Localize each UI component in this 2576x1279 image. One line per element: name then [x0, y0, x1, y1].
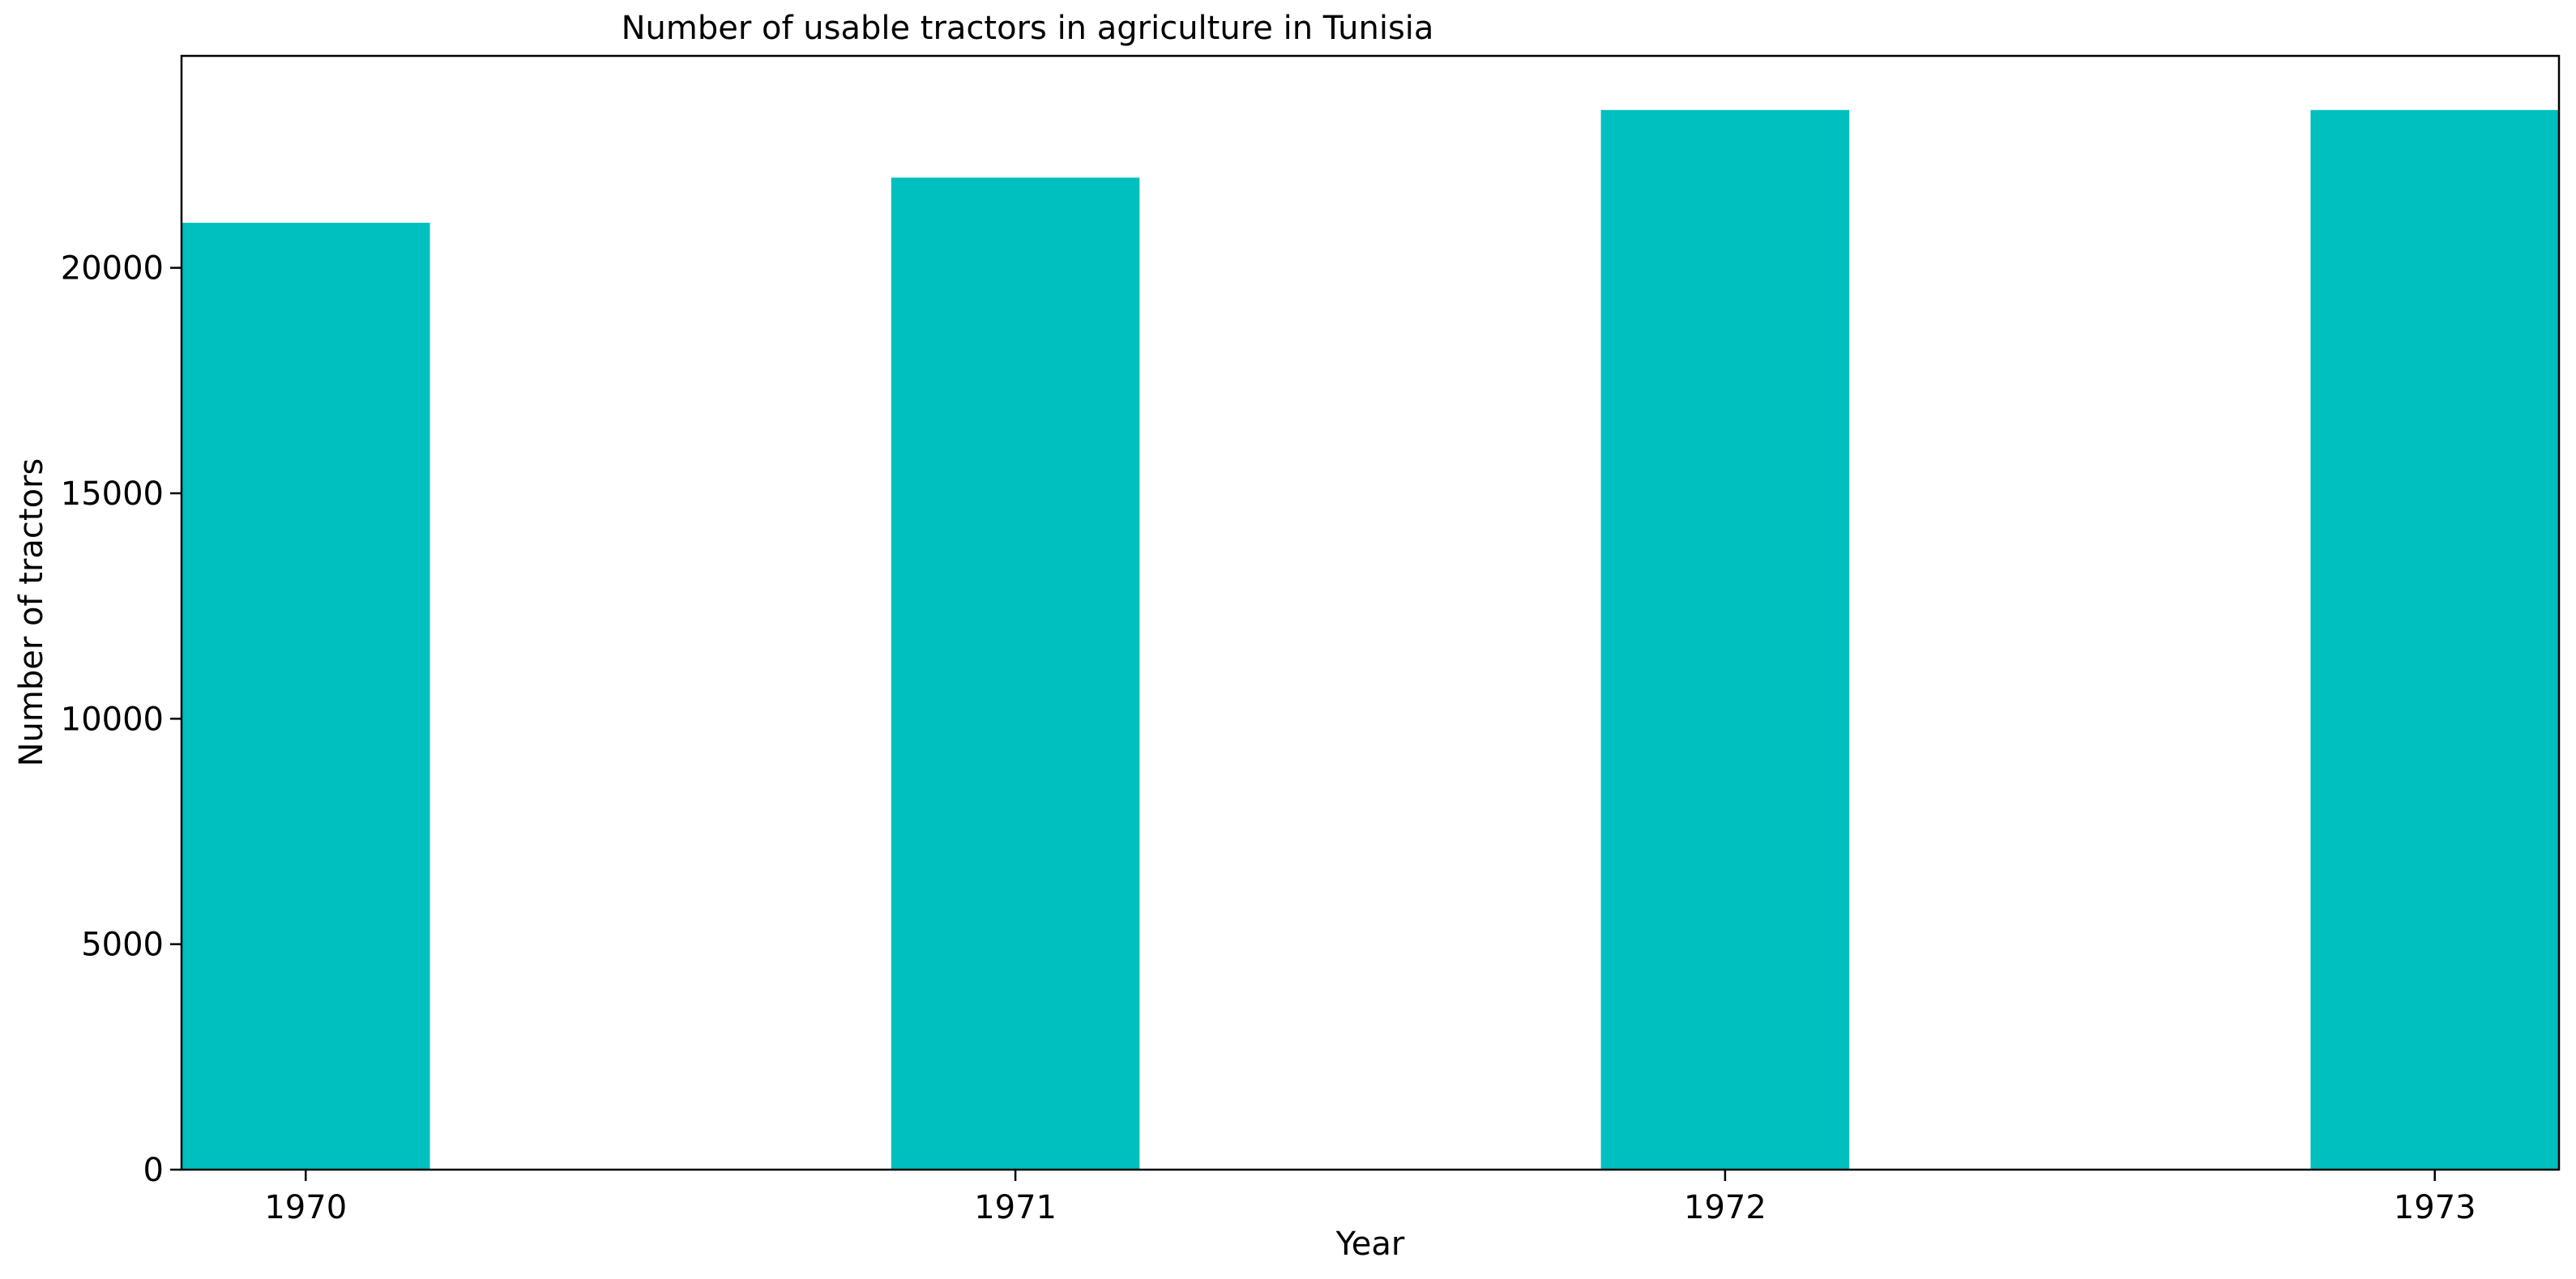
y-tick-label: 0 — [143, 1152, 164, 1189]
x-tick-label: 1973 — [2394, 1189, 2476, 1226]
bar-1971 — [891, 177, 1140, 1170]
x-tick-label: 1970 — [264, 1189, 347, 1226]
y-axis: 0 5000 10000 15000 20000 — [61, 250, 182, 1189]
bar-1973 — [2310, 109, 2559, 1170]
y-tick-label: 5000 — [81, 927, 164, 964]
y-tick-label: 15000 — [61, 475, 164, 513]
y-tick-label: 10000 — [61, 701, 164, 738]
plot-frame — [180, 54, 2561, 1171]
bars-group — [182, 109, 2559, 1170]
x-axis-label: Year — [1335, 1226, 1405, 1263]
x-axis: 1970 1971 1972 1973 — [264, 1170, 2476, 1226]
y-axis-label: Number of tractors — [13, 458, 50, 767]
x-tick-label: 1971 — [974, 1189, 1057, 1226]
x-tick-label: 1972 — [1684, 1189, 1766, 1226]
y-tick-label: 20000 — [61, 250, 164, 288]
bar-1972 — [1600, 109, 1850, 1170]
chart-title: Number of usable tractors in agriculture… — [622, 10, 1434, 47]
bar-1970 — [182, 222, 430, 1170]
